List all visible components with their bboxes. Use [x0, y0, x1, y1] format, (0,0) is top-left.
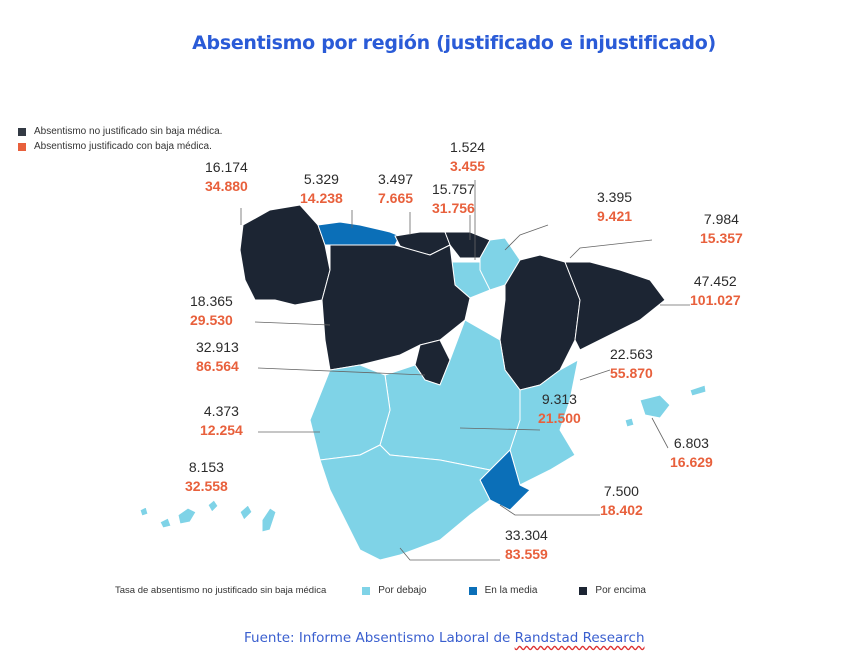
unjustified-value: 1.524: [450, 139, 486, 155]
justified-value: 15.357: [700, 230, 743, 246]
leader-line-andalucia: [399, 547, 500, 561]
leader-line-castilla-leon: [254, 321, 331, 326]
justified-value: 34.880: [205, 178, 248, 194]
region-asturias: [317, 221, 401, 249]
scale-legend: Tasa de absentismo no justificado sin ba…: [115, 585, 646, 596]
region-label-andalucia: 33.304 83.559: [505, 526, 548, 564]
justified-value: 12.254: [200, 422, 243, 438]
justified-value: 3.455: [450, 158, 486, 174]
region-label-la-rioja: 1.524 3.455: [450, 138, 485, 176]
source-note: Fuente: Informe Absentismo Laboral de Ra…: [244, 630, 645, 646]
unjustified-value: 32.913: [196, 339, 239, 355]
swatch-average: [468, 586, 477, 595]
leader-line-madrid: [257, 367, 426, 376]
unjustified-value: 3.395: [597, 189, 633, 205]
scale-above-label: Por encima: [595, 585, 646, 596]
justified-value: 18.402: [600, 502, 643, 518]
top-legend: Absentismo no justificado sin baja médic…: [18, 124, 222, 154]
page-title: Absentismo por región (justificado e inj…: [192, 32, 716, 54]
source-org: Randstad Research: [514, 630, 645, 646]
region-label-cantabria: 3.497 7.665: [378, 170, 413, 208]
region-label-pais-vasco: 15.757 31.756: [432, 180, 475, 218]
region-canarias: [139, 506, 149, 517]
swatch-below: [362, 586, 371, 595]
unjustified-value: 8.153: [188, 459, 224, 475]
unjustified-value: 3.497: [378, 171, 414, 187]
unjustified-value: 15.757: [432, 181, 475, 197]
leader-line-aragon: [569, 239, 653, 259]
scale-below-label: Por debajo: [378, 585, 427, 596]
justified-value: 21.500: [538, 410, 581, 426]
region-label-murcia: 7.500 18.402: [600, 482, 643, 520]
unjustified-value: 18.365: [190, 293, 233, 309]
unjustified-value: 7.984: [703, 211, 739, 227]
region-label-valencia: 22.563 55.870: [610, 345, 653, 383]
region-galicia: [239, 204, 331, 306]
unjustified-value: 33.304: [505, 527, 548, 543]
region-canarias: [239, 504, 253, 521]
legend-swatch-dark: [18, 127, 26, 136]
scale-average-label: En la media: [484, 585, 538, 596]
leader-line-murcia: [499, 504, 600, 516]
justified-value: 29.530: [190, 312, 233, 328]
region-label-aragon: 7.984 15.357: [700, 210, 743, 248]
region-canarias: [207, 499, 219, 513]
legend-swatch-orange: [18, 142, 26, 151]
leader-line-baleares: [651, 417, 669, 449]
justified-value: 55.870: [610, 365, 653, 381]
justified-value: 31.756: [432, 200, 475, 216]
region-label-extremadura: 4.373 12.254: [200, 402, 243, 440]
justified-value: 83.559: [505, 546, 548, 562]
leader-line-navarra: [504, 224, 549, 251]
region-label-castilla-leon: 18.365 29.530: [190, 292, 233, 330]
legend-label: Absentismo justificado con baja médica.: [34, 141, 212, 152]
justified-value: 14.238: [300, 190, 343, 206]
region-castilla-leon: [321, 244, 471, 371]
region-label-castilla-la-mancha: 9.313 21.500: [538, 390, 581, 428]
justified-value: 9.421: [597, 208, 633, 224]
region-andalucia: [319, 444, 491, 561]
unjustified-value: 22.563: [610, 346, 653, 362]
justified-value: 32.558: [185, 478, 228, 494]
legend-label: Absentismo no justificado sin baja médic…: [34, 126, 223, 137]
region-label-cataluna: 47.452 101.027: [690, 272, 741, 310]
swatch-above: [579, 586, 588, 595]
leader-line-castilla-la-mancha: [459, 427, 541, 431]
unjustified-value: 6.803: [673, 435, 709, 451]
justified-value: 7.665: [378, 190, 414, 206]
region-canarias: [261, 507, 277, 533]
justified-value: 101.027: [690, 292, 741, 308]
region-canarias: [159, 517, 172, 529]
region-canarias: [177, 507, 197, 525]
region-label-baleares: 6.803 16.629: [670, 434, 713, 472]
source-prefix: Fuente: Informe Absentismo Laboral de: [244, 630, 515, 646]
region-baleares: [624, 417, 635, 428]
unjustified-value: 4.373: [203, 403, 239, 419]
justified-value: 16.629: [670, 454, 713, 470]
region-label-madrid: 32.913 86.564: [196, 338, 239, 376]
justified-value: 86.564: [196, 358, 239, 374]
leader-line-valencia: [579, 369, 611, 381]
unjustified-value: 16.174: [205, 159, 248, 175]
unjustified-value: 47.452: [693, 273, 737, 289]
legend-unjustified: Absentismo no justificado sin baja médic…: [18, 124, 222, 139]
region-baleares: [639, 394, 671, 419]
scale-legend-title: Tasa de absentismo no justificado sin ba…: [115, 585, 327, 596]
unjustified-value: 7.500: [603, 483, 639, 499]
unjustified-value: 5.329: [303, 171, 339, 187]
region-label-galicia: 16.174 34.880: [205, 158, 248, 196]
region-label-navarra: 3.395 9.421: [597, 188, 632, 226]
unjustified-value: 9.313: [541, 391, 577, 407]
legend-justified: Absentismo justificado con baja médica.: [18, 139, 222, 154]
region-label-canarias: 8.153 32.558: [185, 458, 228, 496]
region-label-asturias: 5.329 14.238: [300, 170, 343, 208]
region-baleares: [689, 384, 707, 397]
region-navarra: [479, 237, 521, 291]
region-cataluna: [564, 261, 666, 351]
